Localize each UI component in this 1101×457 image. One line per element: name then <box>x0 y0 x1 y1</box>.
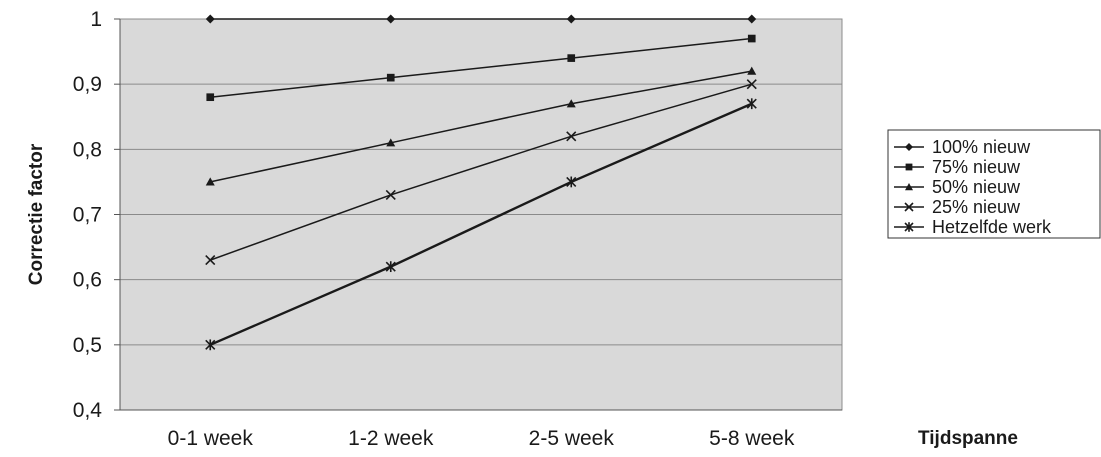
triangle-marker <box>747 66 757 75</box>
diamond-marker <box>747 14 757 24</box>
diamond-marker <box>905 143 913 151</box>
legend-label: 75% nieuw <box>932 157 1021 177</box>
y-tick-label: 0,6 <box>73 269 102 292</box>
asterisk-marker <box>566 176 577 188</box>
x-marker <box>746 79 757 90</box>
asterisk-marker <box>904 222 914 232</box>
triangle-marker-shape <box>905 183 913 191</box>
diamond-marker-shape <box>905 143 913 151</box>
diamond-marker-shape <box>566 14 576 24</box>
y-tick-label: 0,9 <box>73 73 102 96</box>
diamond-marker-shape <box>747 14 757 24</box>
x-tick-label: 5-8 week <box>709 427 795 450</box>
y-tick-label: 0,4 <box>73 399 103 422</box>
triangle-marker-shape <box>747 66 757 75</box>
x-axis-title: Tijdspanne <box>918 428 1018 449</box>
y-tick-label: 0,5 <box>73 334 102 357</box>
series-2 <box>205 66 757 186</box>
square-marker-shape <box>905 163 913 171</box>
legend-label: 25% nieuw <box>932 197 1021 217</box>
y-axis-title: Correctie factor <box>26 143 47 285</box>
square-marker <box>747 34 756 43</box>
square-marker <box>206 93 215 102</box>
legend-item: 75% nieuw <box>894 157 1021 177</box>
asterisk-marker <box>385 261 396 273</box>
asterisk-marker <box>746 98 757 110</box>
legend-label: 100% nieuw <box>932 137 1031 157</box>
triangle-marker-shape <box>566 99 576 108</box>
x-tick-label: 1-2 week <box>348 427 434 450</box>
diamond-marker-shape <box>205 14 215 24</box>
diamond-marker <box>386 14 396 24</box>
diamond-marker <box>205 14 215 24</box>
square-marker-shape <box>386 73 395 82</box>
y-tick-label: 0,7 <box>73 204 102 227</box>
x-marker <box>205 255 216 266</box>
square-marker-shape <box>206 93 215 102</box>
legend-item: 25% nieuw <box>894 197 1021 217</box>
y-tick-label: 0,8 <box>73 138 102 161</box>
legend-box <box>887 129 1101 239</box>
triangle-marker <box>905 183 913 191</box>
x-marker <box>566 131 577 142</box>
series-4 <box>205 98 757 351</box>
y-tick-label: 1 <box>90 8 102 31</box>
legend-label: 50% nieuw <box>932 177 1021 197</box>
axes: 0,4 0,5 0,6 0,7 0,8 0,9 1 0-1 week 1-2 week 2-5 w… <box>73 8 842 450</box>
series-3 <box>205 79 757 266</box>
square-marker <box>386 73 395 82</box>
legend-item: Hetzelfde werk <box>894 217 1052 237</box>
series-line <box>210 70 752 183</box>
triangle-marker <box>566 99 576 108</box>
triangle-marker-shape <box>386 138 396 147</box>
series-line <box>210 37 752 98</box>
series-line <box>209 83 752 261</box>
square-marker-shape <box>747 34 756 43</box>
legend-item: 100% nieuw <box>894 137 1031 157</box>
x-marker-stroke <box>746 79 757 90</box>
gridlines <box>120 83 842 346</box>
square-marker <box>567 54 576 62</box>
x-marker-stroke <box>205 255 216 266</box>
triangle-marker <box>205 177 215 186</box>
x-marker-stroke <box>385 189 396 201</box>
legend-item: 50% nieuw <box>894 177 1021 197</box>
square-marker-shape <box>567 54 576 62</box>
series-0 <box>205 14 757 24</box>
series-lines <box>205 14 757 351</box>
asterisk-marker <box>205 339 216 351</box>
x-marker <box>904 202 914 212</box>
legend-label: Hetzelfde werk <box>932 217 1052 237</box>
triangle-marker <box>386 138 396 147</box>
diamond-marker <box>566 14 576 24</box>
x-marker-stroke <box>904 202 914 212</box>
triangle-marker-shape <box>205 177 215 186</box>
diamond-marker-shape <box>386 14 396 24</box>
x-tick-label: 0-1 week <box>168 427 254 450</box>
x-tick-label: 2-5 week <box>529 427 615 450</box>
series-1 <box>206 34 756 102</box>
series-line <box>209 102 753 346</box>
x-marker-stroke <box>566 131 577 142</box>
square-marker <box>905 163 913 171</box>
x-marker <box>385 189 396 201</box>
